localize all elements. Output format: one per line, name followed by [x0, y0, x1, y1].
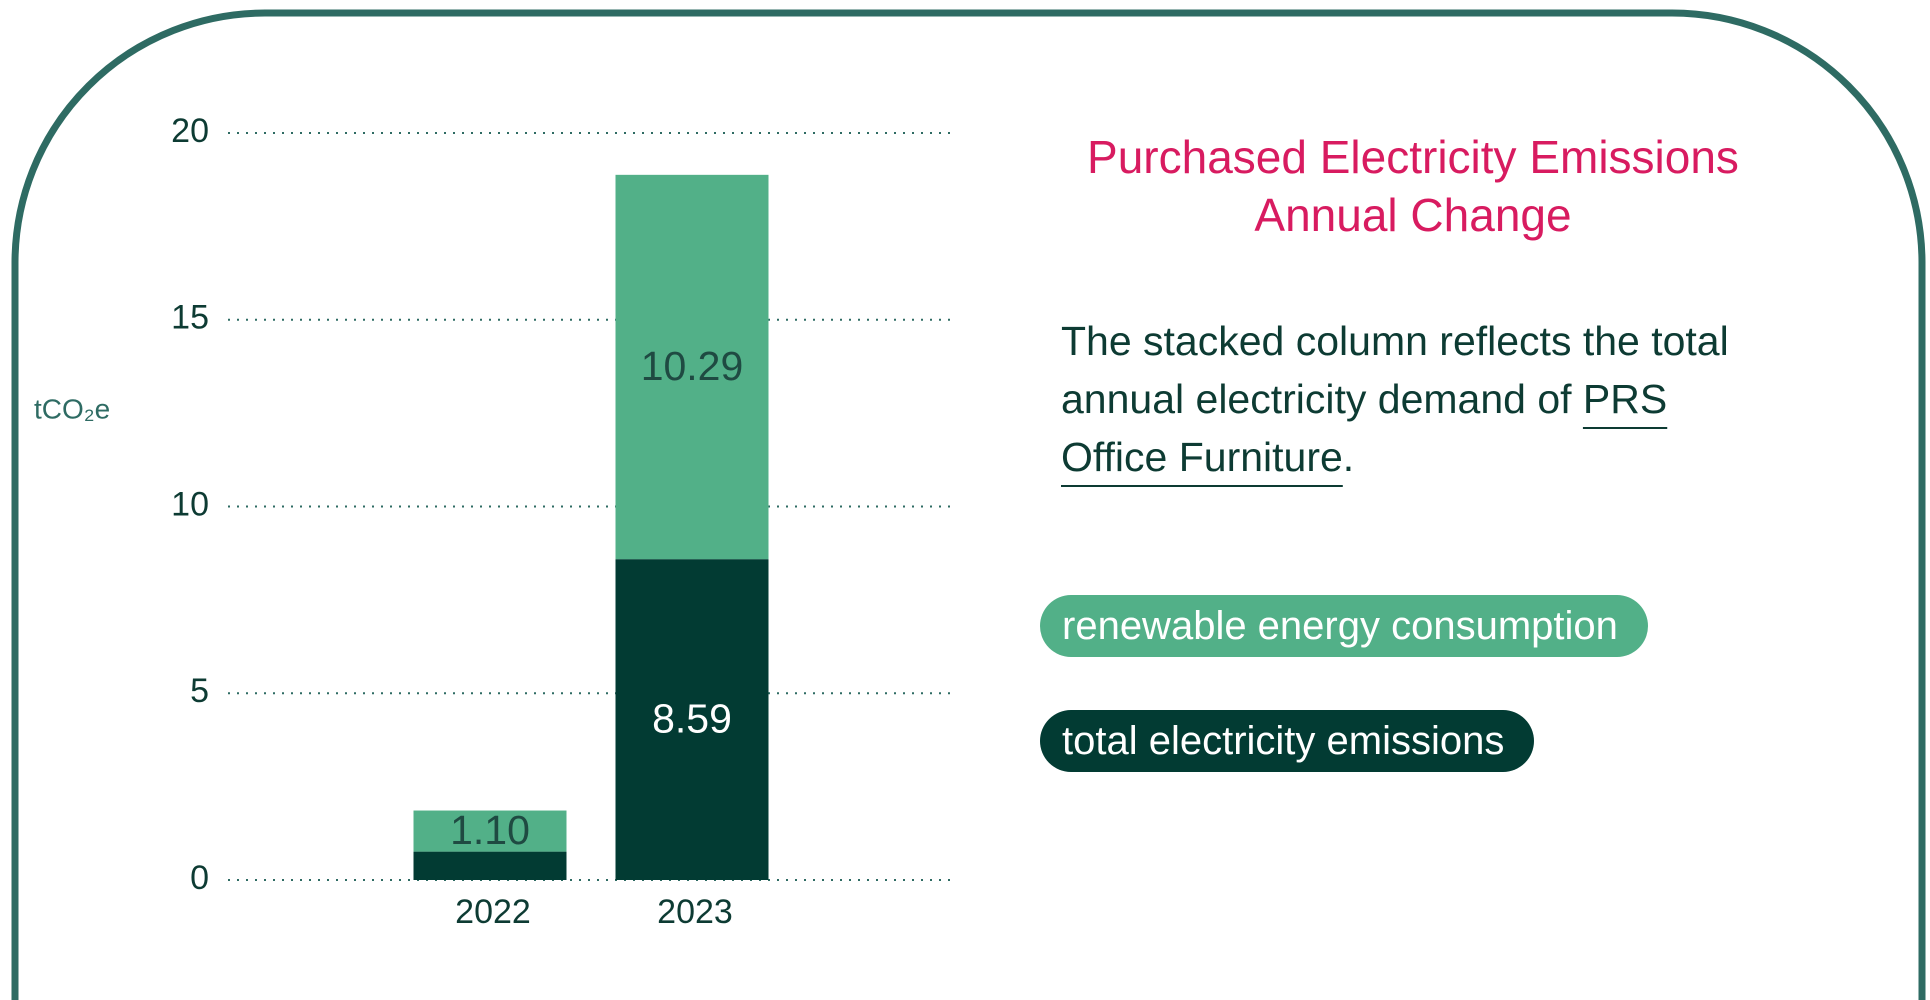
bar-segment — [615, 559, 769, 880]
data-label: 10.29 — [641, 343, 744, 389]
data-label: 8.59 — [652, 695, 732, 741]
card-border — [11, 9, 1926, 1000]
x-tick-label: 2022 — [455, 893, 531, 931]
title-line: Annual Change — [1254, 189, 1572, 241]
legend-item: total electricity emissions — [1040, 710, 1535, 772]
bar-segment — [615, 174, 769, 560]
description-text: The stacked column reflects the total an… — [1061, 318, 1729, 422]
bar-segment — [413, 851, 567, 880]
description-link: PRS Office Furniture — [1061, 376, 1668, 480]
legend-item: renewable energy consumption — [1040, 595, 1648, 657]
bar-segment — [413, 810, 567, 852]
chart-title: Purchased Electricity Emissions Annual Ch… — [1030, 128, 1796, 244]
title-line: Purchased Electricity Emissions — [1087, 131, 1739, 183]
y-tick-label: 10 — [171, 485, 209, 523]
x-tick-label: 2023 — [657, 893, 733, 931]
y-tick-label: 20 — [171, 112, 209, 150]
y-axis-label: tCO₂e — [34, 393, 110, 424]
y-tick-label: 5 — [190, 672, 209, 710]
description-text: . — [1342, 434, 1355, 480]
legend: renewable energy consumption total electr… — [1040, 595, 1648, 825]
data-label: 1.10 — [450, 807, 530, 853]
description: The stacked column reflects the total an… — [1061, 312, 1781, 486]
y-tick-label: 15 — [171, 299, 209, 337]
y-tick-label: 0 — [190, 859, 209, 897]
